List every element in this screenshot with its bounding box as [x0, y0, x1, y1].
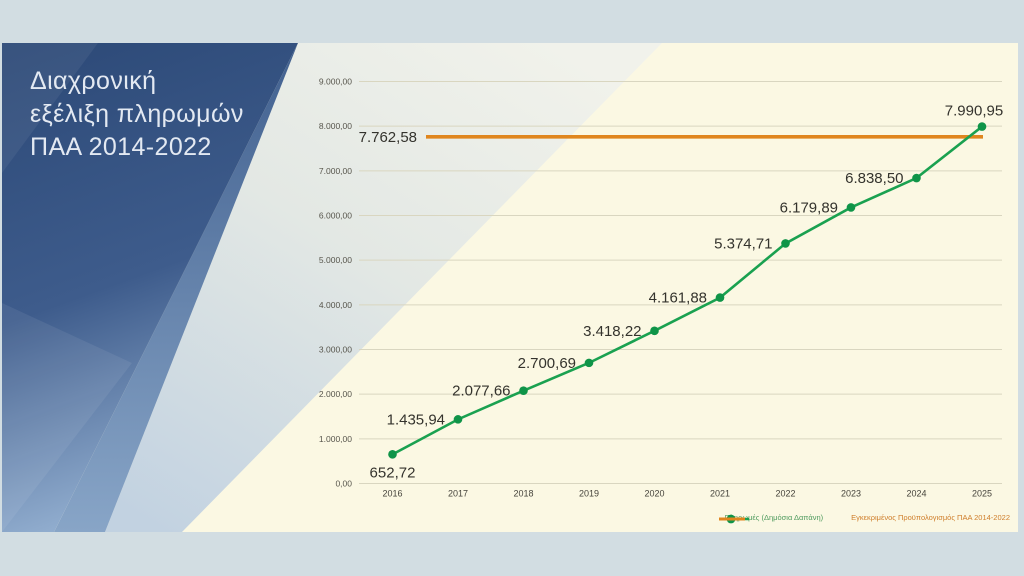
legend-item-budget: Εγκεκριμένος Προϋπολογισμός ΠΑΑ 2014-202… — [718, 513, 1010, 522]
panel-highlight-streak-shape — [2, 303, 132, 532]
slide-title: Διαχρονική εξέλιξη πληρωμών ΠΑΑ 2014-202… — [30, 65, 330, 164]
legend-label-budget: Εγκεκριμένος Προϋπολογισμός ΠΑΑ 2014-202… — [851, 513, 1010, 522]
title-panel-shape — [2, 43, 298, 532]
slide-title-line: ΠΑΑ 2014-2022 — [30, 133, 212, 161]
slide-title-line: εξέλιξη πληρωμών — [30, 100, 244, 128]
chart-legend: Πληρωμές (Δημόσια Δαπάνη) Εγκεκριμένος Π… — [718, 513, 1010, 524]
presentation-slide: Διαχρονική εξέλιξη πληρωμών ΠΑΑ 2014-202… — [2, 43, 1018, 532]
panel-highlight-streak-shape — [2, 43, 98, 173]
slide-title-line: Διαχρονική — [30, 67, 157, 95]
legend-label-payments: Πληρωμές (Δημόσια Δαπάνη) — [724, 513, 824, 522]
